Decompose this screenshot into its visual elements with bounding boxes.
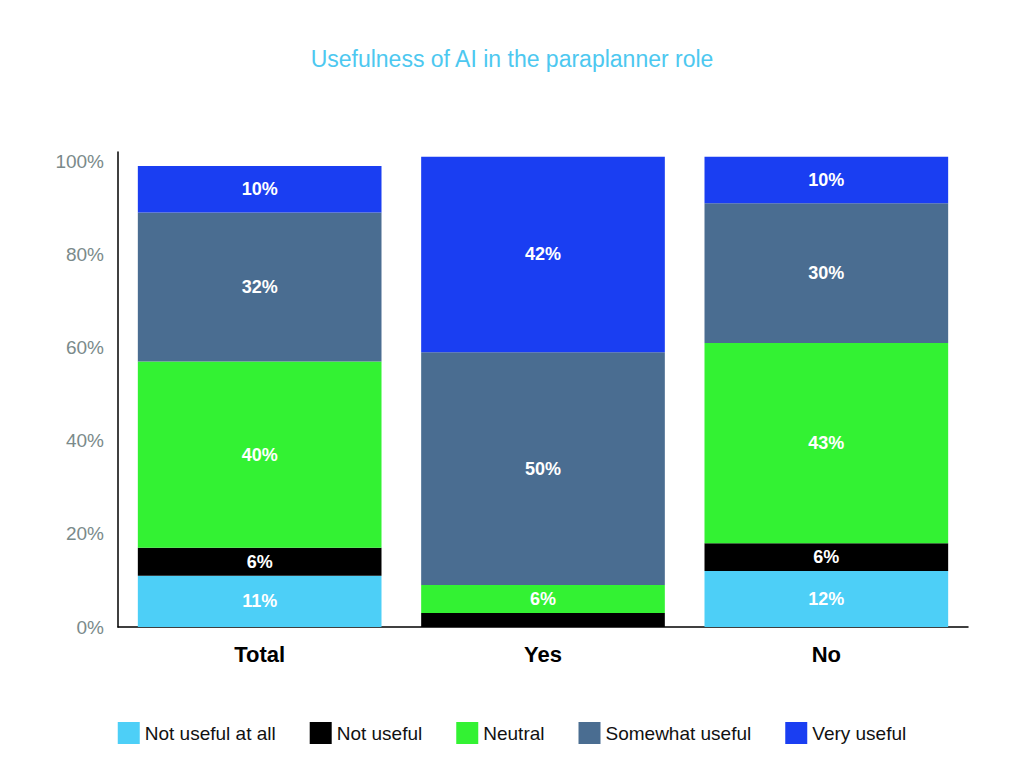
svg-text:0%: 0% — [77, 617, 105, 638]
svg-text:Usefulness of AI in the parapl: Usefulness of AI in the paraplanner role — [311, 46, 714, 72]
svg-text:6%: 6% — [530, 589, 556, 609]
svg-text:11%: 11% — [242, 591, 277, 611]
svg-text:43%: 43% — [808, 433, 844, 453]
svg-text:100%: 100% — [55, 151, 104, 172]
svg-text:6%: 6% — [247, 552, 273, 572]
svg-text:Not useful: Not useful — [337, 723, 423, 744]
svg-text:50%: 50% — [525, 459, 561, 479]
svg-text:32%: 32% — [242, 277, 278, 297]
svg-text:40%: 40% — [66, 430, 104, 451]
svg-text:12%: 12% — [808, 589, 844, 609]
svg-text:60%: 60% — [66, 337, 104, 358]
svg-text:Neutral: Neutral — [483, 723, 544, 744]
svg-text:Not useful at all: Not useful at all — [145, 723, 276, 744]
svg-text:Total: Total — [234, 642, 285, 667]
svg-text:Yes: Yes — [524, 642, 562, 667]
svg-text:10%: 10% — [808, 170, 844, 190]
svg-text:No: No — [812, 642, 841, 667]
svg-text:6%: 6% — [813, 547, 839, 567]
svg-text:42%: 42% — [525, 244, 561, 264]
svg-text:80%: 80% — [66, 244, 104, 265]
svg-text:20%: 20% — [66, 523, 104, 544]
svg-text:Somewhat useful: Somewhat useful — [606, 723, 752, 744]
svg-text:10%: 10% — [242, 179, 278, 199]
svg-text:Very useful: Very useful — [812, 723, 906, 744]
svg-text:40%: 40% — [242, 445, 278, 465]
svg-text:30%: 30% — [808, 263, 844, 283]
